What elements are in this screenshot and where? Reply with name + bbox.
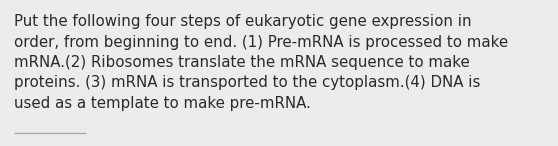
Text: proteins. (3) mRNA is transported to the cytoplasm.(4) DNA is: proteins. (3) mRNA is transported to the…: [14, 75, 480, 91]
Text: mRNA.(2) Ribosomes translate the mRNA sequence to make: mRNA.(2) Ribosomes translate the mRNA se…: [14, 55, 470, 70]
Text: order, from beginning to end. (1) Pre-mRNA is processed to make: order, from beginning to end. (1) Pre-mR…: [14, 34, 508, 49]
Text: used as a template to make pre-mRNA.: used as a template to make pre-mRNA.: [14, 96, 311, 111]
Text: Put the following four steps of eukaryotic gene expression in: Put the following four steps of eukaryot…: [14, 14, 472, 29]
